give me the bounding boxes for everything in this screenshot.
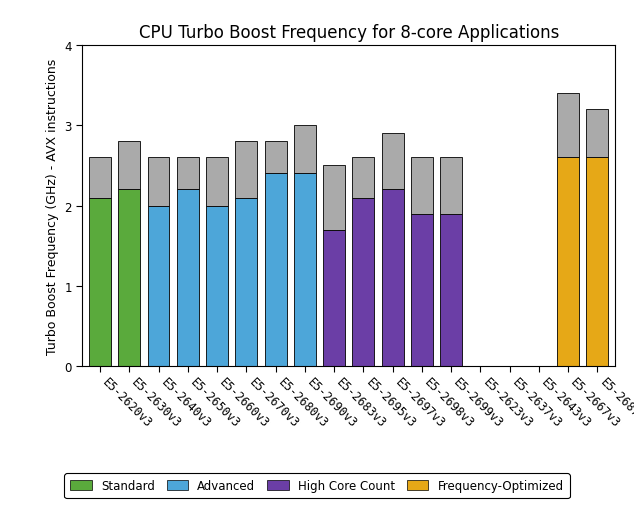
Bar [89,198,111,366]
Bar [440,158,462,214]
Bar [323,230,345,366]
Bar [294,174,316,366]
Bar [353,198,374,366]
Y-axis label: Turbo Boost Frequency (GHz) - AVX instructions: Turbo Boost Frequency (GHz) - AVX instru… [46,59,59,354]
Bar [206,206,228,366]
Bar [89,158,111,198]
Bar [119,190,140,366]
Bar [148,158,169,206]
Bar [411,158,433,214]
Bar [177,158,198,190]
Bar [557,94,579,158]
Bar [411,214,433,366]
Bar [235,198,257,366]
Bar [586,158,609,366]
Bar [557,158,579,366]
Bar [382,190,404,366]
Bar [586,110,609,158]
Bar [294,126,316,174]
Bar [206,158,228,206]
Bar [353,158,374,198]
Title: CPU Turbo Boost Frequency for 8-core Applications: CPU Turbo Boost Frequency for 8-core App… [138,23,559,42]
Bar [323,166,345,230]
Bar [382,134,404,190]
Legend: Standard, Advanced, High Core Count, Frequency-Optimized: Standard, Advanced, High Core Count, Fre… [65,473,569,498]
Bar [177,190,198,366]
Bar [148,206,169,366]
Bar [119,142,140,190]
Bar [440,214,462,366]
Bar [264,142,287,174]
Bar [264,174,287,366]
Bar [235,142,257,198]
